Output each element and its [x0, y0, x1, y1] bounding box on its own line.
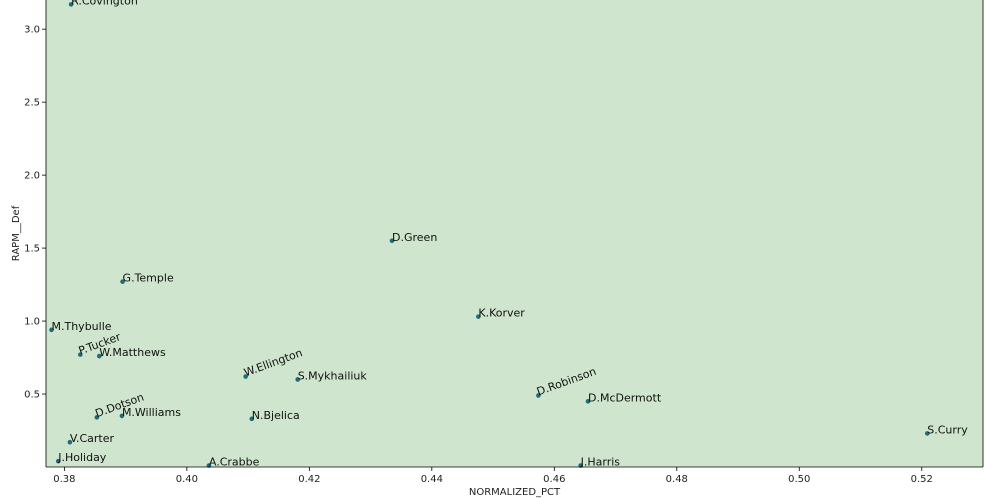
point-label: M.Williams: [122, 406, 181, 419]
data-point: [94, 415, 100, 420]
data-point: [67, 439, 73, 445]
x-tick-label: 0.44: [421, 474, 443, 485]
data-point: [120, 279, 125, 284]
point-label: S.Curry: [927, 423, 968, 436]
x-tick-label: 0.50: [788, 474, 810, 485]
data-point: [249, 416, 255, 422]
x-axis-label: NORMALIZED_PCT: [469, 487, 561, 498]
data-points: [49, 2, 930, 468]
x-axis-ticks: 0.38 0.40 0.42 0.44 0.46 0.48 0.50 0.52: [53, 467, 933, 485]
x-tick-label: 0.52: [911, 474, 933, 485]
data-point: [585, 399, 591, 404]
plot-background: [46, 0, 983, 467]
x-tick-label: 0.40: [176, 474, 198, 485]
point-label: K.Korver: [478, 307, 525, 320]
point-label: R.Covington: [71, 0, 138, 7]
x-tick-label: 0.46: [543, 474, 565, 485]
point-label: N.Bjelica: [252, 409, 300, 422]
y-tick-label: 2.5: [24, 98, 40, 109]
data-point: [243, 374, 248, 379]
point-label: G.Temple: [123, 272, 174, 285]
data-point: [68, 2, 74, 7]
axes: [45, 0, 984, 468]
y-axis-ticks: 0.5 1.0 1.5 2.0 2.5 3.0: [24, 25, 46, 401]
point-label: D.Green: [392, 231, 437, 244]
data-point: [924, 431, 930, 436]
data-point: [295, 377, 301, 382]
y-tick-label: 2.0: [24, 171, 40, 182]
data-point: [55, 458, 61, 464]
data-point: [119, 413, 125, 419]
x-tick-label: 0.38: [53, 474, 75, 485]
x-tick-label: 0.42: [298, 474, 320, 485]
data-point: [389, 238, 395, 244]
data-point: [77, 352, 83, 357]
data-point: [536, 393, 541, 398]
data-point: [49, 327, 54, 333]
data-point: [476, 314, 481, 319]
point-label: S.Mykhailiuk: [298, 369, 368, 382]
y-axis-label: RAPM__Def: [11, 205, 22, 261]
point-label: J.Holiday: [57, 451, 107, 464]
point-label: D.McDermott: [588, 391, 662, 404]
data-point: [96, 353, 102, 359]
y-tick-label: 0.5: [24, 390, 40, 401]
y-tick-label: 3.0: [24, 25, 40, 36]
y-tick-label: 1.5: [24, 244, 40, 255]
point-label: W.Matthews: [99, 346, 166, 359]
point-label: V.Carter: [70, 432, 115, 445]
x-tick-label: 0.48: [666, 474, 688, 485]
point-label: A.Crabbe: [209, 456, 260, 469]
y-tick-label: 1.0: [24, 317, 40, 328]
point-label: J.Harris: [580, 456, 621, 469]
point-label: M.Thybulle: [52, 320, 112, 333]
